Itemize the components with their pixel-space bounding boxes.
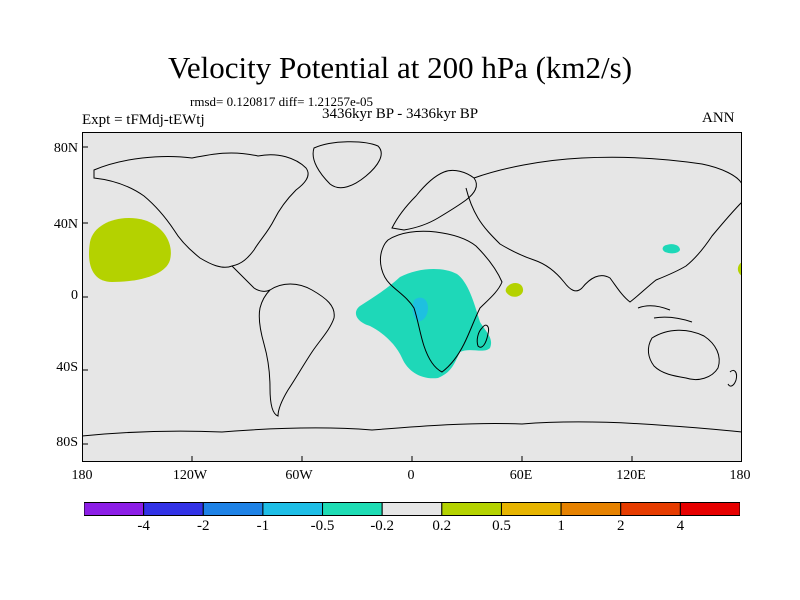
positive-region-indian-ocean <box>505 283 524 297</box>
lat-label-80n: 80N <box>53 141 78 156</box>
coast-south-america <box>258 283 335 417</box>
coast-central-america <box>231 265 271 292</box>
positive-region-west-pacific-edge <box>737 262 742 276</box>
coast-greenland <box>312 141 382 189</box>
colorbar-box-6 <box>441 502 502 516</box>
lat-label-80s: 80S <box>56 435 78 450</box>
colorbar-box-7 <box>500 502 562 516</box>
colorbar-label-4: -0.2 <box>370 518 395 534</box>
colorbar-label-8: 2 <box>616 518 625 534</box>
axis-ticks <box>82 146 633 462</box>
lon-label-120e: 120E <box>616 468 646 483</box>
colorbar-label-1: -2 <box>197 518 210 534</box>
world-map <box>82 132 742 462</box>
coast-australia <box>647 329 720 381</box>
colorbar-box-1 <box>143 502 204 516</box>
colorbar-label-7: 1 <box>557 518 565 534</box>
lat-label-40s: 40S <box>56 360 78 375</box>
period-label: 3436kyr BP - 3436kyr BP <box>322 106 479 122</box>
positive-region-north-pacific <box>88 218 171 282</box>
colorbar-box-9 <box>620 502 681 516</box>
colorbar-box-8 <box>560 502 622 516</box>
coast-north-america <box>93 152 309 268</box>
negative-region-africa-atlantic <box>355 268 492 379</box>
colorbar-label-9: 4 <box>676 518 685 534</box>
lon-label-180e: 180 <box>729 468 751 483</box>
colorbar-box-0 <box>84 502 145 516</box>
coast-asia <box>465 156 742 303</box>
colorbar-box-3 <box>262 502 324 516</box>
experiment-label: Expt = tFMdj-tEWtj <box>82 112 205 128</box>
colorbar-label-6: 0.5 <box>492 518 511 534</box>
colorbar-label-0: -4 <box>137 518 150 534</box>
coast-antarctica <box>82 421 742 437</box>
lon-label-180w: 180 <box>71 468 93 483</box>
lat-label-0: 0 <box>71 288 78 303</box>
lon-label-60e: 60E <box>509 468 533 483</box>
colorbar-box-5 <box>381 502 443 516</box>
lat-label-40n: 40N <box>53 217 78 232</box>
lon-label-0: 0 <box>407 468 415 483</box>
negative-region-west-pacific <box>662 244 680 254</box>
coast-africa <box>379 230 503 373</box>
lon-label-60w: 60W <box>285 468 313 483</box>
colorbar-box-10 <box>679 502 740 516</box>
colorbar-label-2: -1 <box>256 518 270 534</box>
coast-indonesia <box>637 305 693 323</box>
colorbar-label-5: 0.2 <box>432 518 452 534</box>
stats-text: rmsd= 0.120817 diff= 1.21257e-05 <box>190 94 374 109</box>
colorbar-box-4 <box>322 502 383 516</box>
colorbar-label-3: -0.5 <box>310 518 335 534</box>
coastlines <box>82 141 742 437</box>
lon-label-120w: 120W <box>172 468 208 483</box>
colorbar <box>84 502 740 516</box>
map-title: Velocity Potential at 200 hPa (km2/s) <box>167 50 633 85</box>
coast-madagascar <box>476 324 489 348</box>
coast-new-zealand <box>727 369 737 387</box>
colorbar-box-2 <box>202 502 264 516</box>
season-label: ANN <box>702 110 735 126</box>
